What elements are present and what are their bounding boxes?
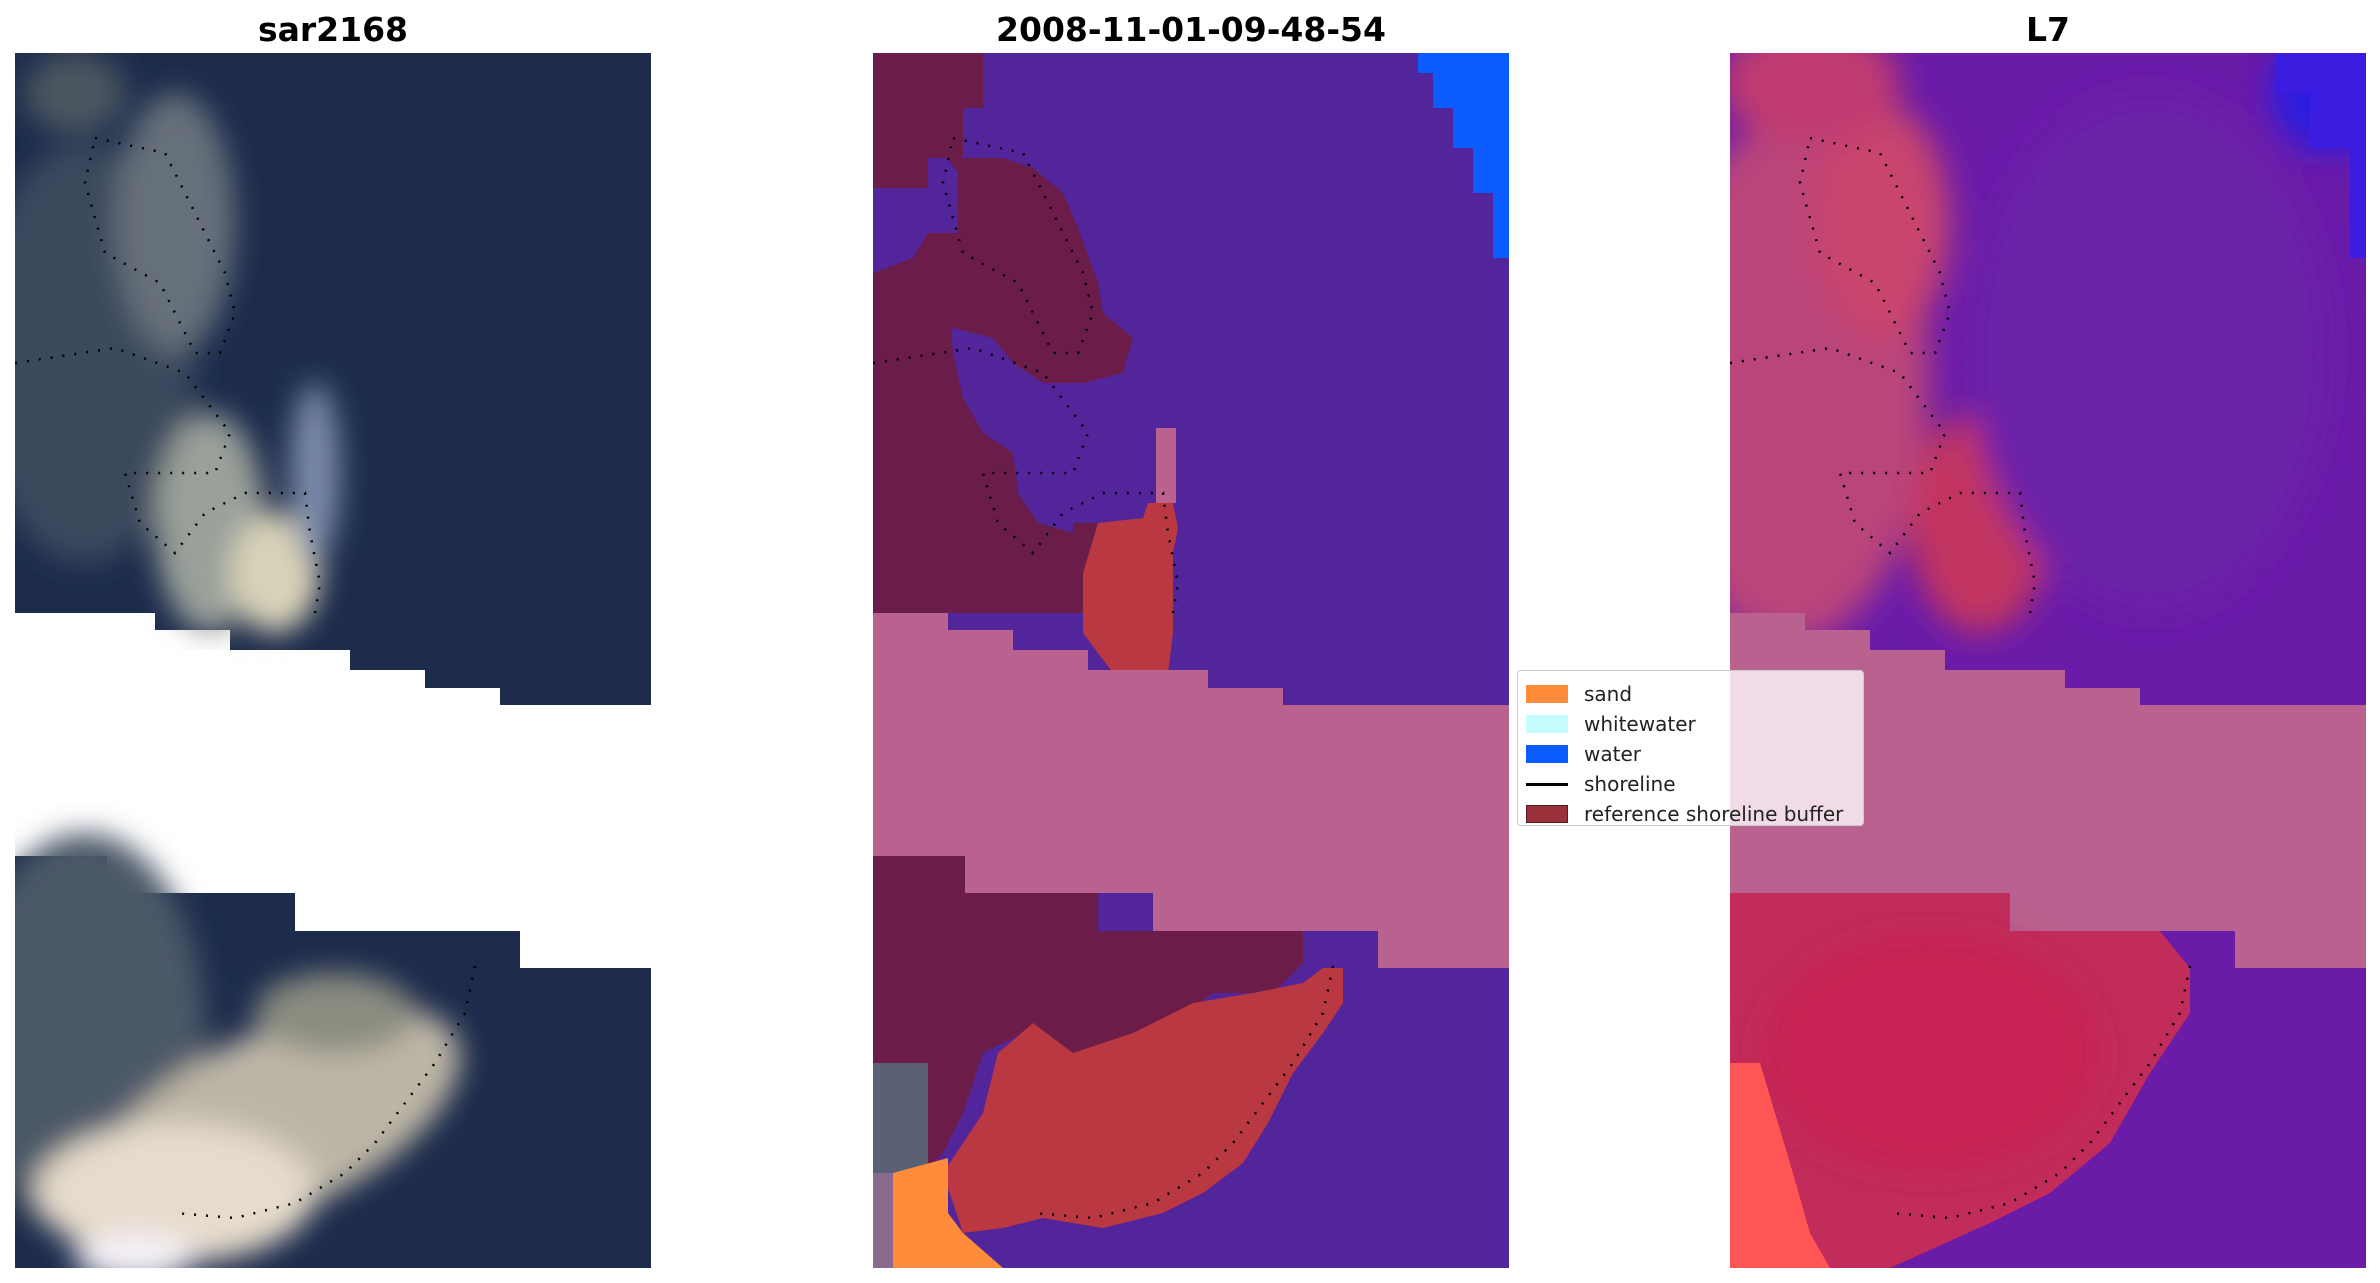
water-swatch <box>1526 745 1568 763</box>
l7-panel <box>1730 53 2366 1268</box>
rgb-upper-block <box>15 53 651 723</box>
whitewater-swatch <box>1526 715 1568 733</box>
panel-title-rgb: sar2168 <box>257 10 409 49</box>
shoreline-dots-mid <box>873 136 1335 1220</box>
rgb-lower-block <box>15 833 651 1268</box>
buffer-region-lower <box>943 968 1343 1233</box>
panel-title-classification: 2008-11-01-09-48-54 <box>996 10 1386 49</box>
classification-image <box>873 53 1509 1268</box>
panel-title-l7: L7 <box>2026 10 2070 49</box>
legend-label-buffer: reference shoreline buffer <box>1584 802 1844 826</box>
legend-item-buffer: reference shoreline buffer <box>1526 799 1863 829</box>
sand-swatch <box>1526 685 1568 703</box>
legend-label-water: water <box>1584 742 1641 766</box>
nodata-band-l7 <box>1730 613 2366 968</box>
legend-item-water: water <box>1526 739 1863 769</box>
nodata-band <box>873 613 1509 968</box>
buffer-region-upper <box>1083 503 1178 673</box>
shoreline-line-swatch <box>1526 775 1568 793</box>
l7-image <box>1730 53 2366 1268</box>
legend-item-sand: sand <box>1526 679 1863 709</box>
rgb-image-panel <box>15 53 651 1268</box>
land-region-lower <box>873 856 1303 1173</box>
water-region <box>1418 53 1509 258</box>
legend-label-whitewater: whitewater <box>1584 712 1696 736</box>
legend: sand whitewater water shoreline referenc… <box>1517 670 1864 826</box>
legend-item-whitewater: whitewater <box>1526 709 1863 739</box>
buffer-swatch <box>1526 805 1568 823</box>
rgb-image <box>15 53 651 1268</box>
legend-label-sand: sand <box>1584 682 1633 706</box>
legend-item-shoreline: shoreline <box>1526 769 1863 799</box>
legend-label-shoreline: shoreline <box>1584 772 1676 796</box>
shoreline-dots-left <box>15 136 477 1220</box>
sand-region <box>893 1158 1003 1268</box>
classification-panel <box>873 53 1509 1268</box>
shoreline-dots-right <box>1730 136 2192 1220</box>
land-region-top <box>873 53 983 188</box>
